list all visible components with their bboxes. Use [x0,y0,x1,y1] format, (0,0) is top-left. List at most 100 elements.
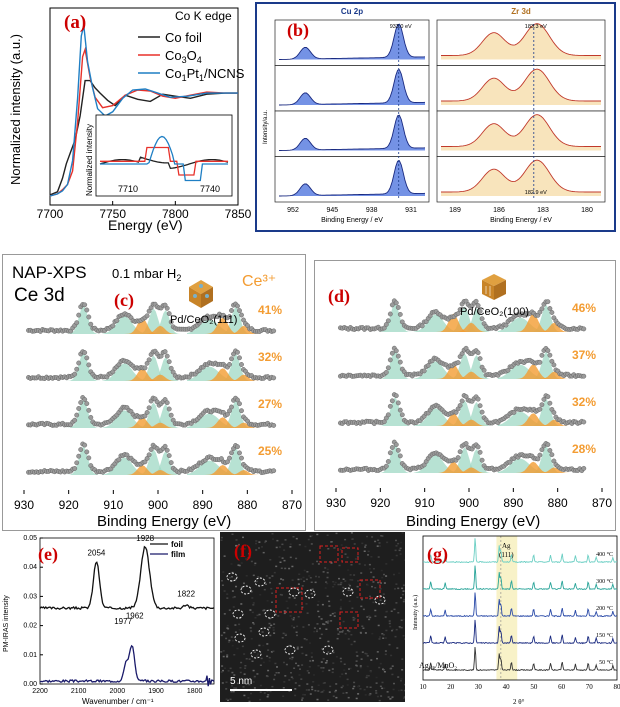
cube-icon-111 [189,280,213,308]
lattice-dot [259,691,262,693]
lattice-dot [300,646,303,648]
lattice-dot [389,667,392,670]
lattice-dot [338,577,340,580]
lattice-dot [383,573,385,576]
data-point [385,412,391,418]
lattice-dot [252,681,255,683]
lattice-dot [270,587,273,590]
x-tick-label: 880 [237,498,257,512]
inset-line-2 [100,135,228,182]
lattice-dot [284,539,287,541]
lattice-dot [293,626,296,629]
lattice-dot [307,538,310,541]
lattice-dot [359,665,362,667]
lattice-dot [347,638,350,640]
data-point [164,305,170,311]
lattice-dot [345,546,348,549]
data-point [84,401,90,407]
film-line [39,644,215,687]
lattice-dot [273,623,276,625]
lattice-dot [394,635,397,638]
lattice-dot [250,638,253,640]
lattice-dot [366,674,369,677]
data-point [397,453,403,459]
data-point [381,419,387,425]
data-point [547,306,553,311]
legend-film: film [171,550,185,559]
lattice-dot [271,575,274,577]
lattice-dot [296,646,299,648]
panel-c: 41% 32% 27% 25% 930 920 910 900 890 880 870 NAP-XP… [2,254,306,531]
lattice-dot [301,699,303,701]
lattice-dot [350,532,353,534]
lattice-dot [375,690,378,692]
lattice-dot [255,540,258,542]
lattice-dot [253,651,256,653]
lattice-dot [222,655,225,658]
panel-g-xlabel: 2 θ° [513,698,525,706]
lattice-dot [294,688,297,690]
data-point [114,318,120,324]
lattice-dot [232,690,235,693]
lattice-dot [359,631,362,634]
series-label: 300 °C [596,578,613,585]
lattice-dot [357,685,360,688]
data-point [477,356,483,362]
lattice-dot [353,617,356,620]
data-point [393,348,399,354]
lattice-dot [400,619,403,621]
ce4-component [454,308,499,332]
lattice-dot [341,673,344,675]
lattice-dot [402,590,405,592]
lattice-dot [259,594,262,596]
lattice-dot [234,631,237,633]
lattice-dot [279,561,282,563]
panel-c-label: (c) [114,290,134,311]
lattice-dot [306,571,309,573]
lattice-dot [349,667,352,670]
lattice-dot [288,690,291,692]
atom-circle [234,633,246,643]
panel-b-tick-label: 952 [287,207,299,214]
lattice-dot [229,698,232,701]
lattice-dot [377,581,380,584]
lattice-dot [308,549,311,552]
panel-b-ylabel: Intensity/a.u. [263,110,269,144]
data-point [385,365,391,371]
lattice-dot [294,694,297,697]
panel-c-sample: Pd/CeO₂(111) [170,314,237,326]
lattice-dot [232,606,235,608]
ce3-component [453,467,489,473]
lattice-dot [378,699,381,702]
lattice-dot [383,582,386,584]
data-point [74,412,80,418]
data-point [239,455,244,461]
lattice-dot [399,626,401,629]
lattice-dot [253,687,256,689]
lattice-dot [253,675,256,678]
data-point [162,443,168,449]
ce3-component [124,317,161,334]
lattice-dot [238,564,241,567]
lattice-dot [400,597,402,599]
ce4-component [61,352,106,381]
panel-b-xlabel: Binding Energy / eV [321,217,383,224]
data-point [72,417,78,423]
x-tick-label: 7800 [162,207,189,221]
lattice-dot [397,689,400,692]
lattice-dot [258,547,260,549]
lattice-dot [339,657,342,660]
panel-d-label: (d) [328,286,350,307]
lattice-dot [361,598,363,601]
lattice-dot [253,623,255,625]
lattice-dot [271,592,274,594]
lattice-dot [221,584,224,586]
ce3-percent-label: 32% [572,395,596,409]
data-point [463,441,469,446]
ce4-component [523,351,569,379]
ce3-component [515,461,552,473]
ce3-component [225,374,262,381]
lattice-dot [383,687,386,689]
lattice-dot [301,652,304,655]
data-point [459,398,465,404]
